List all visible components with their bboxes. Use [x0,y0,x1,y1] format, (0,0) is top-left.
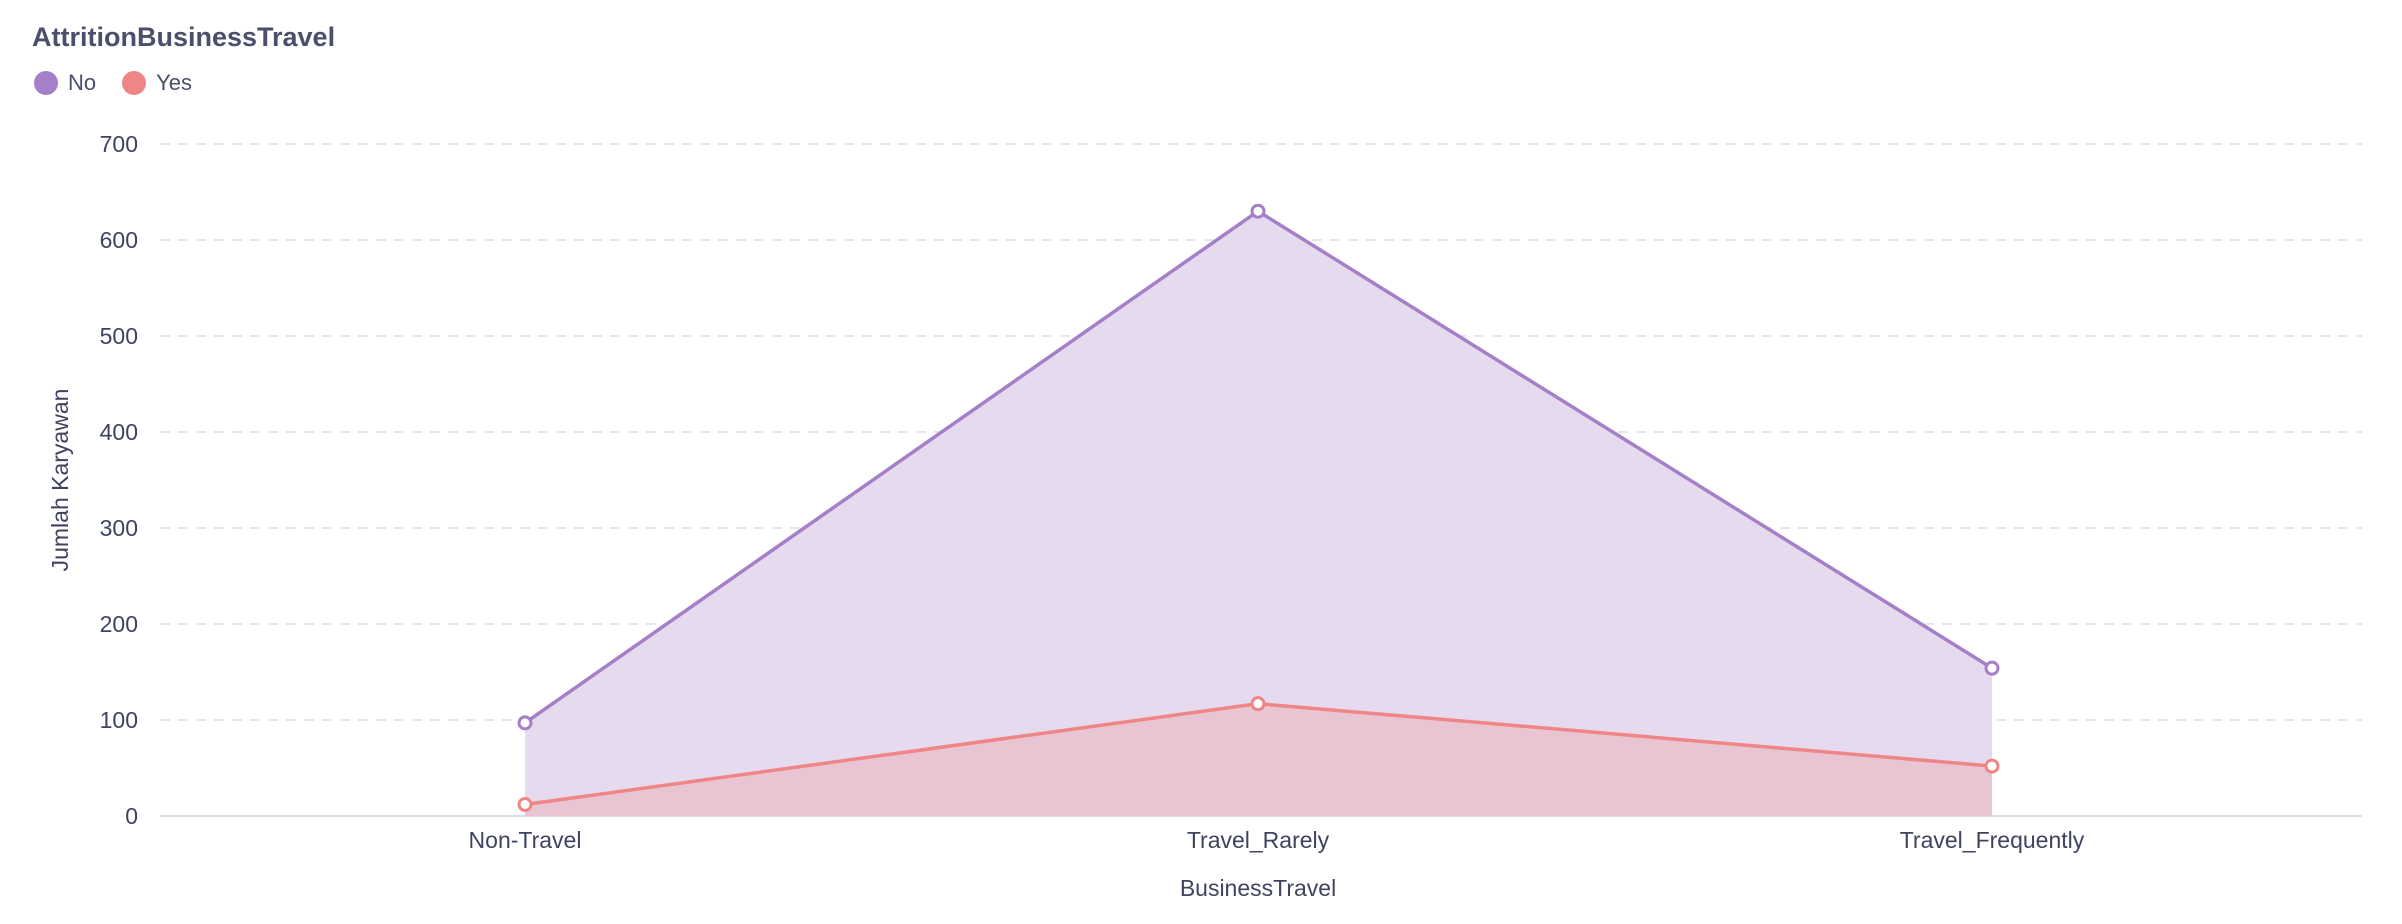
y-tick-labels: 0 100 200 300 400 500 600 700 [100,131,138,829]
legend-swatch-yes [122,71,147,95]
legend: No Yes [34,70,192,96]
legend-swatch-no [34,71,58,95]
chart-title: AttritionBusinessTravel [32,22,336,52]
x-tick-label: Travel_Rarely [1187,827,1330,853]
x-axis-title: BusinessTravel [1180,875,1336,901]
y-tick-label: 300 [100,515,138,541]
area-no [525,211,1992,816]
y-tick-label: 500 [100,323,138,349]
legend-item-yes[interactable]: Yes [122,70,192,96]
legend-label-no: No [68,70,97,95]
area-yes [525,703,1992,816]
x-tick-label: Travel_Frequently [1900,827,2085,853]
series-points [517,203,2000,812]
y-tick-label: 400 [100,419,138,445]
point-no-0[interactable] [517,715,533,731]
y-tick-label: 200 [100,611,138,637]
point-no-2[interactable] [1984,660,2000,676]
series-areas [525,211,1992,816]
y-tick-label: 0 [125,803,138,829]
y-tick-label: 700 [100,131,138,157]
legend-label-yes: Yes [156,70,193,95]
legend-item-no[interactable]: No [34,70,96,96]
x-tick-label: Non-Travel [469,827,582,853]
point-yes-1[interactable] [1250,696,1266,712]
y-axis-title: Jumlah Karyawan [47,389,73,572]
point-yes-2[interactable] [1984,758,2000,774]
x-tick-labels: Non-Travel Travel_Rarely Travel_Frequently [469,827,2085,853]
point-no-1[interactable] [1250,203,1266,219]
point-yes-0[interactable] [517,796,533,812]
y-tick-label: 600 [100,227,138,253]
y-tick-label: 100 [100,707,138,733]
